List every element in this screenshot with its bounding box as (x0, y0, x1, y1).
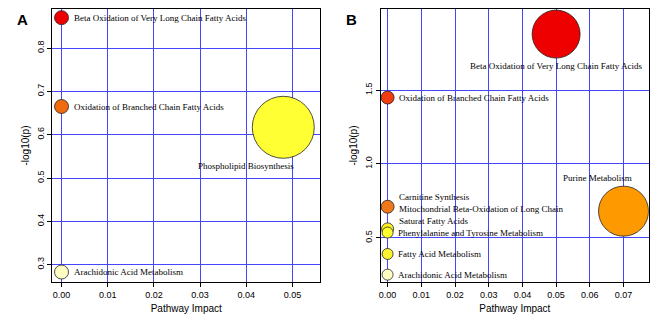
svg-text:0.03: 0.03 (480, 290, 498, 300)
svg-text:Purine Metabolism: Purine Metabolism (563, 173, 632, 183)
svg-text:0.01: 0.01 (99, 290, 117, 300)
svg-text:0.04: 0.04 (514, 290, 532, 300)
svg-text:Pathway Impact: Pathway Impact (479, 303, 550, 314)
svg-text:Beta Oxidation of Very Long Ch: Beta Oxidation of Very Long Chain Fatty … (470, 61, 643, 71)
svg-text:Fatty Acid Metabolism: Fatty Acid Metabolism (398, 249, 481, 259)
svg-text:Arachidonic Acid Metabolism: Arachidonic Acid Metabolism (398, 270, 507, 280)
svg-text:B: B (346, 11, 357, 28)
svg-text:0.5: 0.5 (36, 170, 46, 183)
svg-text:Oxidation of Branched Chain Fa: Oxidation of Branched Chain Fatty Acids (399, 93, 549, 103)
svg-text:0.05: 0.05 (547, 290, 565, 300)
svg-text:0.05: 0.05 (284, 290, 302, 300)
svg-text:0.4: 0.4 (36, 214, 46, 227)
svg-text:0.8: 0.8 (36, 40, 46, 53)
svg-text:0.03: 0.03 (191, 290, 209, 300)
svg-text:0.5: 0.5 (364, 230, 374, 243)
svg-text:0.01: 0.01 (413, 290, 431, 300)
svg-text:Pathway Impact: Pathway Impact (151, 303, 222, 314)
svg-text:-log10(p): -log10(p) (20, 125, 31, 165)
svg-text:Oxidation of Branched Chain Fa: Oxidation of Branched Chain Fatty Acids (74, 102, 224, 112)
svg-text:0.00: 0.00 (379, 290, 397, 300)
svg-text:Mitochondrial Beta-Oxidation o: Mitochondrial Beta-Oxidation of Long Cha… (399, 204, 563, 226)
svg-text:0.06: 0.06 (581, 290, 599, 300)
svg-text:0.00: 0.00 (53, 290, 71, 300)
svg-text:A: A (17, 11, 28, 28)
svg-text:Arachidonic Acid Metabolism: Arachidonic Acid Metabolism (74, 267, 183, 277)
svg-text:0.6: 0.6 (36, 127, 46, 140)
svg-text:0.04: 0.04 (238, 290, 256, 300)
svg-text:0.3: 0.3 (36, 257, 46, 270)
svg-text:0.02: 0.02 (145, 290, 163, 300)
svg-text:Carnitine Synthesis: Carnitine Synthesis (399, 192, 470, 202)
svg-text:Phospholipid Biosynthesis: Phospholipid Biosynthesis (198, 161, 294, 171)
svg-text:Phenylalanine and Tyrosine Met: Phenylalanine and Tyrosine Metabolism (398, 228, 543, 238)
svg-text:1.0: 1.0 (364, 156, 374, 169)
svg-text:Beta Oxidation of Very Long Ch: Beta Oxidation of Very Long Chain Fatty … (74, 13, 247, 23)
svg-text:1.5: 1.5 (364, 83, 374, 96)
svg-text:0.07: 0.07 (615, 290, 633, 300)
svg-text:0.02: 0.02 (446, 290, 464, 300)
svg-text:0.7: 0.7 (36, 84, 46, 97)
svg-text:-log10(p): -log10(p) (348, 125, 359, 165)
